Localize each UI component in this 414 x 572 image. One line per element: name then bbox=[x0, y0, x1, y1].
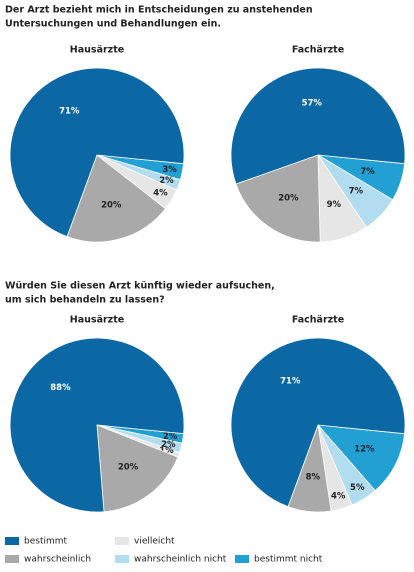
pie-slice bbox=[317, 424, 406, 492]
value-label: 71% bbox=[280, 376, 301, 386]
pie-subtitle: Hausärzte bbox=[70, 45, 124, 56]
value-label: 88% bbox=[50, 383, 71, 393]
pie-subtitle: Fachärzte bbox=[292, 45, 344, 56]
value-label: 12% bbox=[354, 444, 375, 454]
legend-swatch bbox=[115, 537, 129, 545]
value-label: 9% bbox=[327, 200, 342, 210]
section-title: Würden Sie diesen Arzt künftig wieder au… bbox=[5, 281, 275, 292]
value-label: 7% bbox=[349, 186, 364, 196]
value-label: 4% bbox=[153, 189, 168, 199]
pie-slice bbox=[96, 424, 179, 513]
legend-swatch bbox=[5, 555, 19, 563]
section-title: um sich behandeln zu lassen? bbox=[5, 295, 165, 306]
value-label: 20% bbox=[101, 201, 122, 211]
value-label: 7% bbox=[360, 167, 375, 177]
value-label: 2% bbox=[161, 440, 176, 450]
pie-slice bbox=[9, 337, 185, 513]
pie-subtitle: Hausärzte bbox=[70, 315, 124, 326]
pie-subtitle: Fachärzte bbox=[292, 315, 344, 326]
legend-label: wahrscheinlich bbox=[24, 555, 91, 565]
pie-slice bbox=[9, 67, 185, 238]
value-label: 20% bbox=[118, 462, 139, 472]
pie-slice bbox=[230, 337, 406, 508]
pie-slice bbox=[230, 67, 406, 185]
section-title: Der Arzt bezieht mich in Entscheidungen … bbox=[5, 5, 313, 16]
section-title: Untersuchungen und Behandlungen ein. bbox=[5, 19, 221, 30]
legend-swatch bbox=[5, 537, 19, 545]
value-label: 2% bbox=[159, 176, 174, 186]
value-label: 20% bbox=[278, 194, 299, 204]
legend-swatch bbox=[235, 555, 249, 563]
pie-slice bbox=[66, 154, 166, 243]
value-label: 5% bbox=[350, 483, 365, 493]
value-label: 57% bbox=[302, 99, 323, 109]
legend-label: bestimmt bbox=[24, 537, 68, 547]
legend-label: vielleicht bbox=[134, 537, 175, 547]
value-label: 1% bbox=[159, 446, 174, 456]
value-label: 2% bbox=[163, 432, 178, 442]
value-label: 71% bbox=[59, 106, 80, 116]
legend-label: bestimmt nicht bbox=[254, 555, 323, 565]
value-label: 3% bbox=[162, 165, 177, 175]
value-label: 8% bbox=[306, 472, 321, 482]
legend-swatch bbox=[115, 555, 129, 563]
legend-label: wahrscheinlich nicht bbox=[134, 555, 227, 565]
value-label: 4% bbox=[331, 492, 346, 502]
